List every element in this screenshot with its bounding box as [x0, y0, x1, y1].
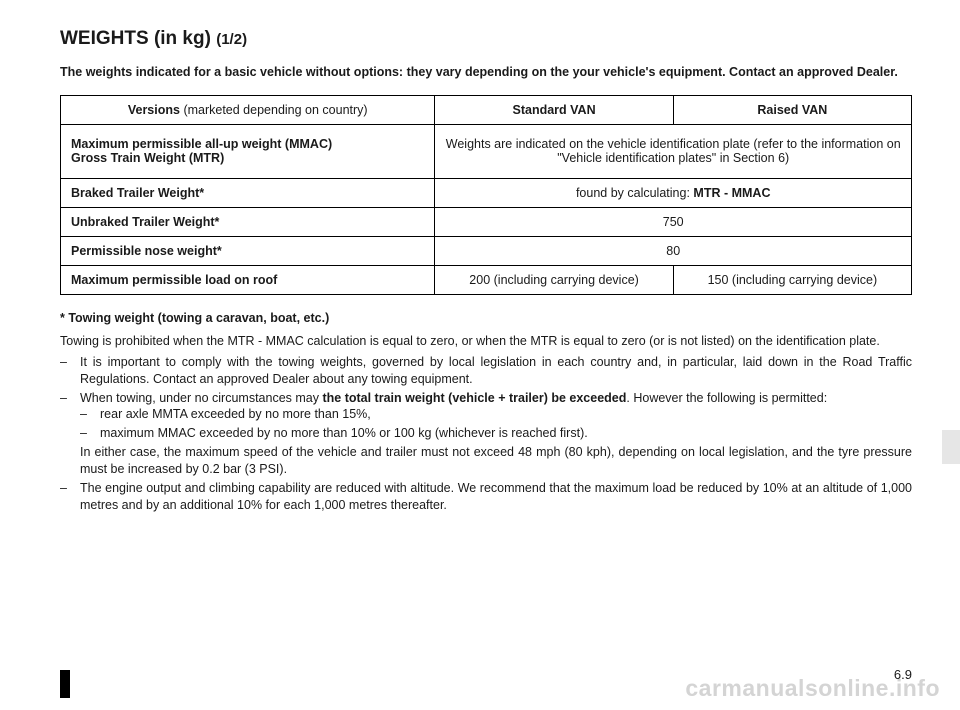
mmac-label-line1: Maximum permissible all-up weight (MMAC) — [71, 137, 332, 151]
row-roof: Maximum permissible load on roof 200 (in… — [61, 265, 912, 294]
header-versions: Versions (marketed depending on country) — [61, 95, 435, 124]
mmac-label-line2: Gross Train Weight (MTR) — [71, 151, 224, 165]
braked-label: Braked Trailer Weight* — [61, 178, 435, 207]
header-raised-van: Raised VAN — [673, 95, 911, 124]
table-header-row: Versions (marketed depending on country)… — [61, 95, 912, 124]
unbraked-value: 750 — [435, 207, 912, 236]
intro-text: The weights indicated for a basic vehicl… — [60, 64, 912, 81]
mmac-label: Maximum permissible all-up weight (MMAC)… — [61, 124, 435, 178]
braked-value-prefix: found by calculating: — [576, 186, 693, 200]
b2-bold: the total train weight (vehicle + traile… — [322, 391, 626, 405]
braked-value: found by calculating: MTR - MMAC — [435, 178, 912, 207]
b2-pre: When towing, under no circumstances may — [80, 391, 322, 405]
row-nose: Permissible nose weight* 80 — [61, 236, 912, 265]
watermark-text: carmanualsonline.info — [685, 675, 940, 702]
towing-para1: Towing is prohibited when the MTR - MMAC… — [60, 333, 912, 350]
bullet-comply: It is important to comply with the towin… — [60, 354, 912, 388]
unbraked-label: Unbraked Trailer Weight* — [61, 207, 435, 236]
sub-bullet-mmta: rear axle MMTA exceeded by no more than … — [80, 406, 912, 423]
side-tab-marker — [942, 430, 960, 464]
title-main: WEIGHTS (in kg) — [60, 28, 211, 49]
footer-black-bar — [60, 670, 70, 698]
weights-table: Versions (marketed depending on country)… — [60, 95, 912, 295]
manual-page: WEIGHTS (in kg) (1/2) The weights indica… — [0, 0, 960, 514]
bullet-total-train: When towing, under no circumstances may … — [60, 390, 912, 478]
bullet-altitude: The engine output and climbing capabilit… — [60, 480, 912, 514]
row-mmac: Maximum permissible all-up weight (MMAC)… — [61, 124, 912, 178]
title-sub: (1/2) — [216, 31, 247, 48]
towing-bullets: It is important to comply with the towin… — [60, 354, 912, 514]
row-braked: Braked Trailer Weight* found by calculat… — [61, 178, 912, 207]
row-unbraked: Unbraked Trailer Weight* 750 — [61, 207, 912, 236]
b2-post: . However the following is permitted: — [626, 391, 827, 405]
page-title: WEIGHTS (in kg) (1/2) — [60, 28, 912, 50]
versions-label-rest: (marketed depending on country) — [180, 103, 368, 117]
roof-value-raised: 150 (including carrying device) — [673, 265, 911, 294]
mmac-value: Weights are indicated on the vehicle ide… — [435, 124, 912, 178]
nose-label: Permissible nose weight* — [61, 236, 435, 265]
roof-value-standard: 200 (including carrying device) — [435, 265, 673, 294]
sub-bullets: rear axle MMTA exceeded by no more than … — [80, 406, 912, 442]
nose-value: 80 — [435, 236, 912, 265]
roof-label: Maximum permissible load on roof — [61, 265, 435, 294]
header-standard-van: Standard VAN — [435, 95, 673, 124]
braked-value-bold: MTR - MMAC — [693, 186, 770, 200]
towing-footnote-head: * Towing weight (towing a caravan, boat,… — [60, 311, 912, 325]
b2-tail: In either case, the maximum speed of the… — [80, 444, 912, 478]
versions-label-bold: Versions — [128, 103, 180, 117]
sub-bullet-mmac: maximum MMAC exceeded by no more than 10… — [80, 425, 912, 442]
